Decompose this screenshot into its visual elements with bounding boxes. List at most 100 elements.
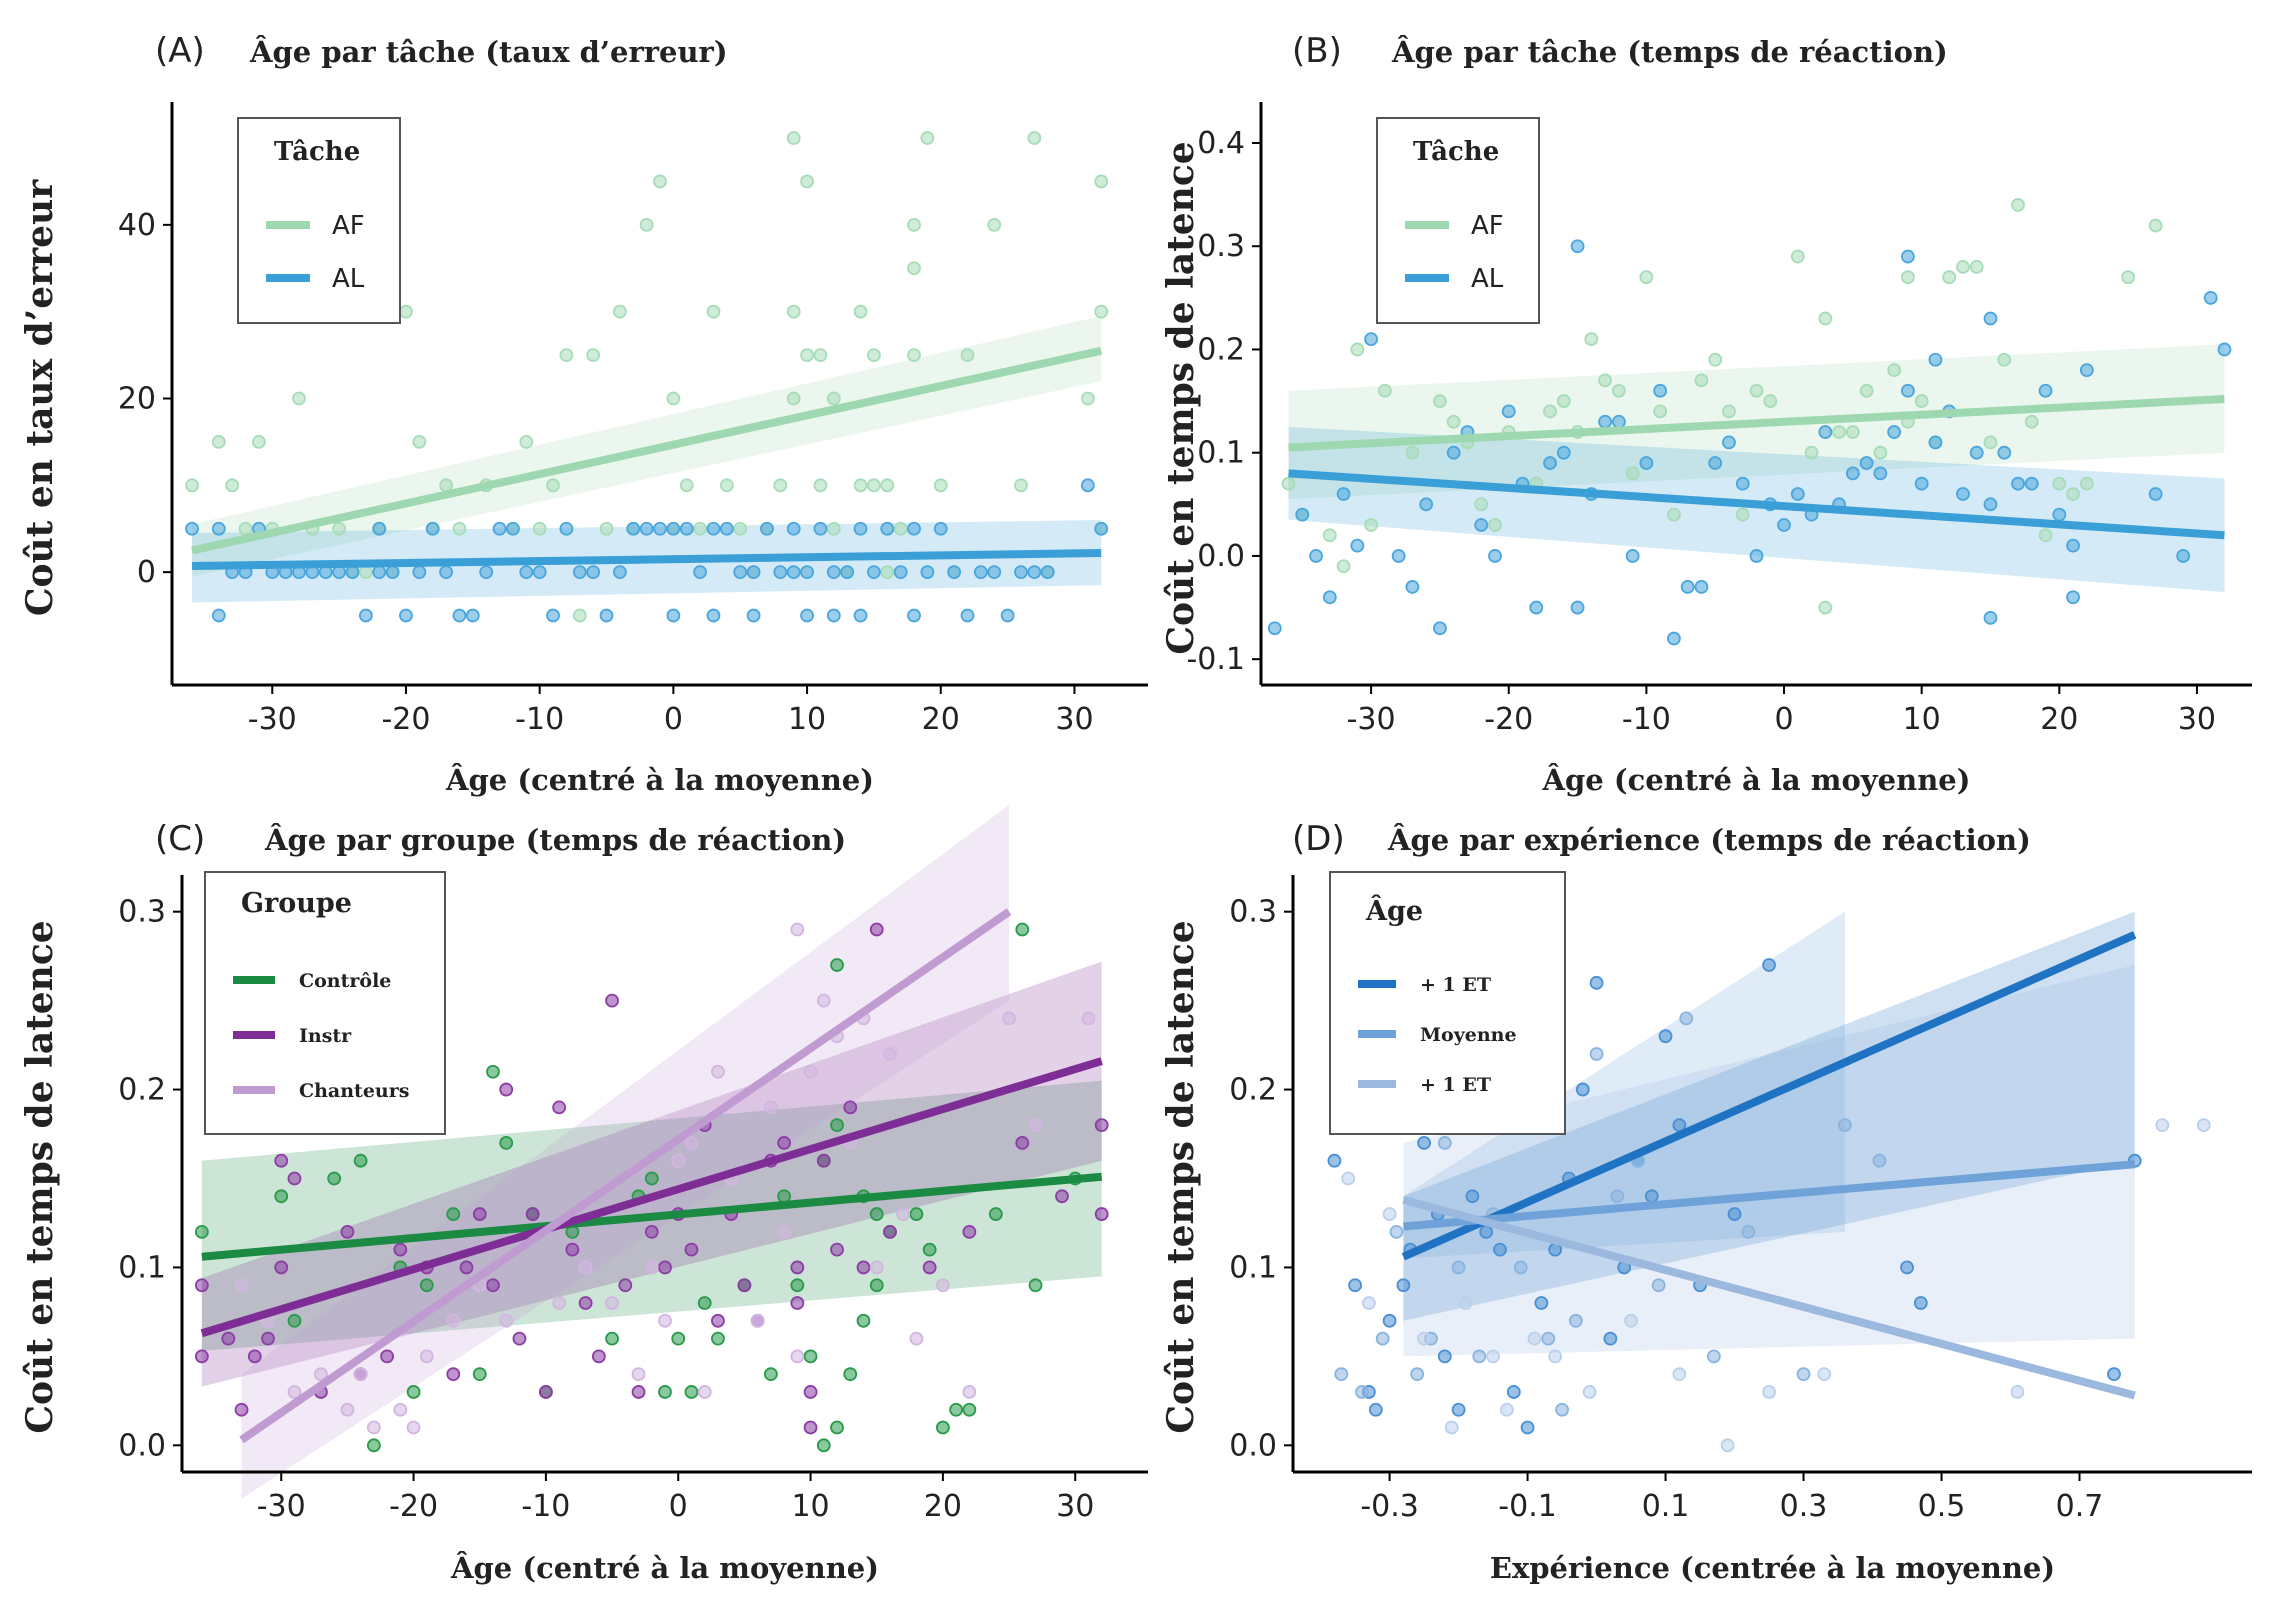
data-point: [459, 1260, 474, 1275]
data-point: [907, 521, 921, 536]
data-point: [867, 478, 881, 493]
data-point: [506, 521, 520, 536]
data-point: [1568, 1313, 1583, 1328]
data-point: [393, 1402, 408, 1417]
data-point: [1873, 466, 1888, 481]
data-point: [2217, 342, 2232, 357]
x-tick-label: -10: [515, 702, 564, 737]
data-point: [578, 1260, 593, 1275]
x-tick-label: 0.1: [1642, 1489, 1690, 1524]
data-point: [935, 1420, 950, 1435]
x-tick-label: 0: [1774, 702, 1793, 737]
data-point: [987, 217, 1002, 232]
panel-letter: (B): [1292, 31, 1342, 71]
data-point: [803, 1385, 818, 1399]
data-point: [591, 1349, 606, 1364]
data-point: [1002, 1011, 1016, 1026]
data-point: [711, 1331, 725, 1346]
data-point: [639, 521, 654, 536]
data-point: [525, 1207, 540, 1221]
data-point: [1818, 600, 1833, 615]
data-point: [358, 608, 373, 623]
legend-label: Contrôle: [299, 970, 391, 992]
data-point: [539, 1385, 553, 1399]
y-tick-label: 0.2: [118, 1073, 166, 1108]
data-point: [893, 565, 908, 580]
y-tick-label: 0.4: [1197, 126, 1245, 161]
data-point: [1570, 600, 1585, 615]
data-point: [1094, 174, 1109, 189]
data-point: [1055, 1189, 1069, 1204]
data-point: [1900, 1260, 1914, 1275]
data-point: [287, 1313, 302, 1328]
data-point: [1437, 1349, 1452, 1364]
data-point: [1028, 1118, 1043, 1133]
data-point: [1377, 383, 1392, 398]
y-tick-label: 0.3: [118, 895, 166, 930]
data-point: [472, 1367, 487, 1382]
data-point: [1322, 590, 1337, 605]
data-point: [238, 521, 253, 536]
data-point: [1582, 1385, 1597, 1399]
data-point: [803, 1420, 818, 1435]
regression-line-2: [200, 1057, 1103, 1338]
data-point: [2121, 270, 2136, 285]
data-point: [372, 521, 387, 536]
data-point: [1644, 1189, 1659, 1204]
data-point: [1341, 1171, 1356, 1186]
data-point: [644, 1260, 659, 1275]
data-point: [922, 1260, 937, 1275]
data-point: [790, 1349, 805, 1364]
data-point: [1708, 456, 1723, 470]
data-point: [684, 1242, 699, 1257]
data-point: [194, 1278, 209, 1293]
data-point: [1364, 518, 1379, 532]
data-point: [1556, 394, 1571, 408]
data-point: [1405, 445, 1420, 460]
data-point: [1391, 549, 1406, 563]
panel-letter: (D): [1292, 819, 1345, 859]
data-point: [935, 1278, 950, 1293]
x-axis-label: Expérience (centrée à la moyenne): [1490, 1551, 2055, 1585]
data-point: [856, 1260, 871, 1275]
data-point: [234, 1402, 249, 1417]
y-axis-label: Coût en temps de latence: [1160, 920, 1202, 1433]
data-point: [1027, 131, 1042, 145]
data-point: [666, 608, 681, 623]
regression-line-2: [191, 549, 1102, 571]
data-point: [1722, 435, 1736, 450]
y-tick-label: 0.1: [118, 1250, 166, 1285]
panel-letter: (C): [155, 819, 205, 859]
x-tick-label: 10: [791, 1489, 829, 1524]
data-point: [960, 608, 975, 623]
data-point: [826, 521, 841, 536]
data-point: [1672, 1367, 1687, 1382]
y-axis-label: Coût en temps de latence: [19, 920, 61, 1433]
data-point: [1080, 391, 1095, 406]
data-point: [1928, 435, 1943, 450]
data-point: [1336, 559, 1351, 574]
data-point: [1527, 1331, 1542, 1346]
y-tick-label: 0.3: [1197, 229, 1245, 264]
data-point: [1027, 565, 1042, 580]
x-tick-label: 0.5: [1918, 1489, 1966, 1524]
data-point: [578, 1296, 593, 1310]
data-point: [962, 1224, 977, 1239]
legend-label: AF: [332, 211, 365, 241]
data-point: [773, 565, 788, 580]
data-point: [760, 521, 774, 536]
data-point: [1679, 1011, 1694, 1026]
data-point: [907, 217, 921, 232]
data-point: [2148, 487, 2163, 501]
data-point: [1735, 507, 1750, 522]
data-point: [1694, 580, 1709, 594]
legend-label: Instr: [299, 1025, 352, 1047]
data-point: [719, 521, 734, 536]
data-point: [327, 1171, 342, 1186]
data-point: [1901, 270, 1915, 285]
data-point: [605, 1331, 619, 1346]
data-point: [1694, 373, 1709, 388]
data-point: [234, 1278, 249, 1293]
data-point: [920, 565, 935, 580]
data-point: [1474, 518, 1489, 532]
